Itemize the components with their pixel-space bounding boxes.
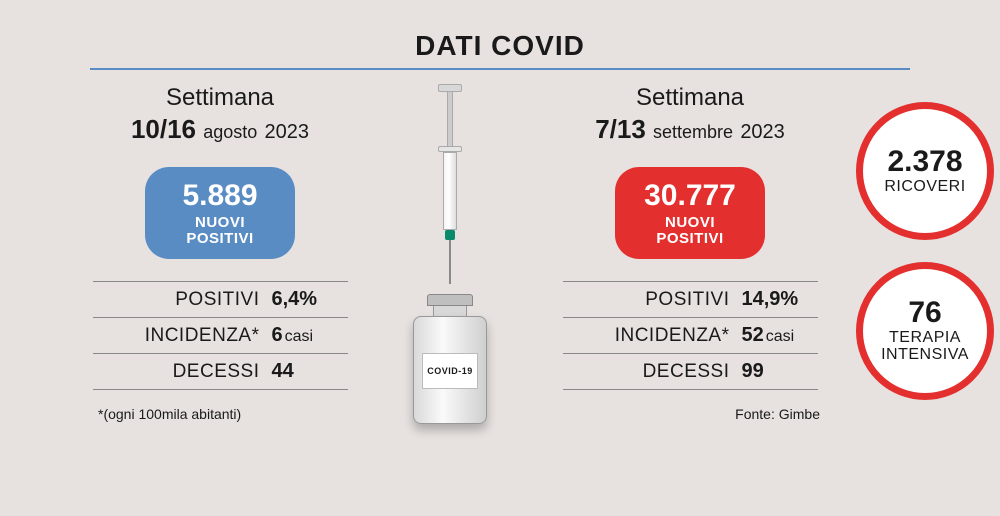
- date-days-right: 7/13: [595, 114, 646, 144]
- main-area: Settimana 10/16 agosto 2023 5.889 NUOVI …: [0, 70, 1000, 454]
- stat-row-incidenza-left: INCIDENZA* 6casi: [93, 318, 348, 354]
- new-positives-label-right: NUOVI POSITIVI: [625, 215, 755, 247]
- stat-value: 6casi: [272, 324, 344, 347]
- ricoveri-value: 2.378: [887, 147, 962, 177]
- new-positives-value-right: 30.777: [625, 181, 755, 211]
- stats-table-left: POSITIVI 6,4% INCIDENZA* 6casi DECESSI 4…: [93, 281, 348, 390]
- stat-label: INCIDENZA*: [97, 325, 272, 347]
- vaccine-vial-illustration: COVID-19: [370, 84, 530, 454]
- ti-label: TERAPIA INTENSIVA: [881, 330, 969, 364]
- stat-label: DECESSI: [97, 361, 272, 383]
- new-positives-badge-right: 30.777 NUOVI POSITIVI: [615, 167, 765, 259]
- date-year-right: 2023: [740, 121, 785, 143]
- stat-value: 44: [272, 360, 344, 383]
- ricoveri-label: RICOVERI: [884, 179, 965, 196]
- infographic-title: DATI COVID: [0, 0, 1000, 62]
- terapia-intensiva-circle: 76 TERAPIA INTENSIVA: [856, 262, 994, 400]
- stat-row-positivi-right: POSITIVI 14,9%: [563, 281, 818, 318]
- stat-value: 52casi: [742, 324, 814, 347]
- syringe-icon: [438, 84, 462, 284]
- stat-row-positivi-left: POSITIVI 6,4%: [93, 281, 348, 318]
- stat-value: 14,9%: [742, 288, 814, 311]
- stat-label: POSITIVI: [567, 289, 742, 311]
- stat-value: 99: [742, 360, 814, 383]
- new-positives-label-left: NUOVI POSITIVI: [155, 215, 285, 247]
- date-range-left: 10/16 agosto 2023: [70, 114, 370, 145]
- data-source: Fonte: Gimbe: [540, 406, 840, 422]
- footnote-incidenza: *(ogni 100mila abitanti): [70, 406, 370, 422]
- stat-row-incidenza-right: INCIDENZA* 52casi: [563, 318, 818, 354]
- stats-table-right: POSITIVI 14,9% INCIDENZA* 52casi DECESSI…: [563, 281, 818, 390]
- stat-label: POSITIVI: [97, 289, 272, 311]
- ricoveri-circle: 2.378 RICOVERI: [856, 102, 994, 240]
- stat-value: 6,4%: [272, 288, 344, 311]
- week-column-left: Settimana 10/16 agosto 2023 5.889 NUOVI …: [70, 84, 370, 454]
- new-positives-badge-left: 5.889 NUOVI POSITIVI: [145, 167, 295, 259]
- stat-row-decessi-right: DECESSI 99: [563, 354, 818, 390]
- vial-label: COVID-19: [422, 353, 478, 389]
- date-year-left: 2023: [265, 121, 310, 143]
- date-month-left: agosto: [203, 122, 257, 142]
- stat-label: INCIDENZA*: [567, 325, 742, 347]
- date-range-right: 7/13 settembre 2023: [540, 114, 840, 145]
- week-label-right: Settimana: [540, 84, 840, 112]
- date-days-left: 10/16: [131, 114, 196, 144]
- stat-label: DECESSI: [567, 361, 742, 383]
- week-label-left: Settimana: [70, 84, 370, 112]
- vial-icon: COVID-19: [413, 294, 487, 424]
- side-metrics: 2.378 RICOVERI 76 TERAPIA INTENSIVA: [850, 84, 1000, 454]
- week-column-right: Settimana 7/13 settembre 2023 30.777 NUO…: [540, 84, 840, 454]
- ti-value: 76: [908, 298, 941, 328]
- date-month-right: settembre: [653, 122, 733, 142]
- new-positives-value-left: 5.889: [155, 181, 285, 211]
- stat-row-decessi-left: DECESSI 44: [93, 354, 348, 390]
